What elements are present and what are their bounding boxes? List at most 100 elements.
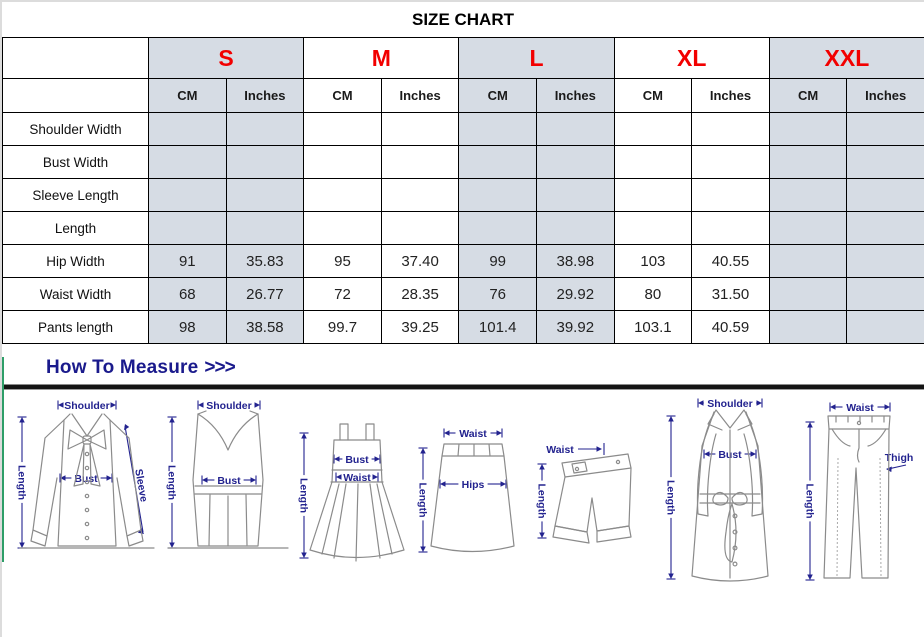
skirt-diagram-icon: Waist Length Hips [417,428,516,553]
size-cell [225,112,305,146]
svg-text:Waist: Waist [344,472,372,484]
tank-top-diagram-icon: Shoulder Length Bust [166,400,289,549]
svg-text:Waist: Waist [846,402,874,414]
table-row: Shoulder Width [2,112,924,146]
row-label: Sleeve Length [2,178,149,212]
table-row: Pants length 98 38.58 99.7 39.25 101.4 39.92 10… [2,310,924,344]
size-cell [535,112,615,146]
measure-heading-row: How To Measure >>> [46,357,924,379]
size-cell [846,277,924,311]
unit-header-s-inches: Inches [225,78,305,113]
row-label: Pants length [2,310,149,344]
svg-text:Length: Length [803,484,815,519]
size-cell [691,112,770,146]
size-cell [613,112,693,146]
size-cell: 76 [458,277,537,311]
green-accent-bar [2,357,4,562]
size-cell: 37.40 [380,244,460,278]
size-cell [225,211,305,245]
size-cell [613,145,693,179]
svg-text:Bust: Bust [346,454,370,466]
svg-text:Length: Length [535,484,547,519]
size-cell: 39.25 [380,310,460,344]
unit-header-l-cm: CM [458,78,537,113]
size-cell [846,145,924,179]
svg-text:Waist: Waist [546,444,574,456]
corner-cell [2,37,149,79]
size-cell [691,178,770,212]
svg-text:Hips: Hips [462,479,485,491]
svg-text:Length: Length [664,480,676,515]
unit-header-m-cm: CM [303,78,382,113]
size-cell: 98 [148,310,227,344]
blank-cell [2,78,149,113]
size-cell [768,112,848,146]
row-label: Bust Width [2,145,149,179]
table-row: Hip Width 91 35.83 95 37.40 99 38.98 103 40.55 [2,244,924,278]
size-cell [768,244,848,278]
size-cell [225,178,305,212]
unit-header-l-inches: Inches [535,78,615,113]
size-cell [303,211,382,245]
size-header-s: S [147,37,305,79]
size-cell: 80 [613,277,693,311]
svg-text:Thigh: Thigh [885,452,914,464]
how-to-measure-section: How To Measure >>> Shoulder Length Bust Slee… [2,357,924,604]
size-cell [535,211,615,245]
measure-heading: How To Measure [46,357,199,378]
size-cell [380,112,460,146]
size-cell [148,112,227,146]
table-row: Length [2,211,924,245]
size-header-l: L [458,37,615,79]
measure-figure-blouse: Shoulder Length Bust Sleeve [12,396,162,569]
size-cell [768,211,848,245]
size-cell: 40.55 [691,244,770,278]
size-cell [846,211,924,245]
svg-text:Length: Length [166,465,178,500]
size-cell [846,310,924,344]
svg-text:Shoulder: Shoulder [64,400,110,412]
size-cell: 35.83 [225,244,305,278]
size-cell [768,178,848,212]
row-label: Length [2,211,149,245]
svg-text:Bust: Bust [217,475,241,487]
heading-divider [2,384,924,390]
measure-figure-tank-top: Shoulder Length Bust [162,396,294,569]
unit-header-xxl-cm: CM [768,78,848,113]
size-cell: 40.59 [691,310,770,344]
svg-text:Waist: Waist [460,428,488,440]
size-cell: 101.4 [458,310,537,344]
size-cell [148,178,227,212]
table-row: Waist Width 68 26.77 72 28.35 76 29.92 80 31.50 [2,277,924,311]
size-cell [380,211,460,245]
size-header-xxl: XXL [768,37,924,79]
size-cell: 31.50 [691,277,770,311]
size-cell [691,211,770,245]
size-cell: 68 [148,277,227,311]
size-cell: 103.1 [613,310,693,344]
size-cell [458,211,537,245]
size-cell: 103 [613,244,693,278]
size-cell: 72 [303,277,382,311]
row-label: Waist Width [2,277,149,311]
svg-text:Shoulder: Shoulder [707,398,753,410]
table-row: Sleeve Length [2,178,924,212]
size-cell [613,211,693,245]
size-cell: 99 [458,244,537,278]
size-cell [148,211,227,245]
size-cell [691,145,770,179]
measure-figure-dress: Length Bust Waist [294,418,414,575]
page-title: SIZE CHART [412,10,514,29]
size-cell [768,277,848,311]
size-cell [458,112,537,146]
size-cell [768,145,848,179]
size-cell: 39.92 [535,310,615,344]
size-cell [846,244,924,278]
size-cell [303,145,382,179]
size-cell: 29.92 [535,277,615,311]
measure-figure-skirt: Waist Length Hips [414,422,529,569]
unit-header-m-inches: Inches [380,78,460,113]
size-cell [148,145,227,179]
